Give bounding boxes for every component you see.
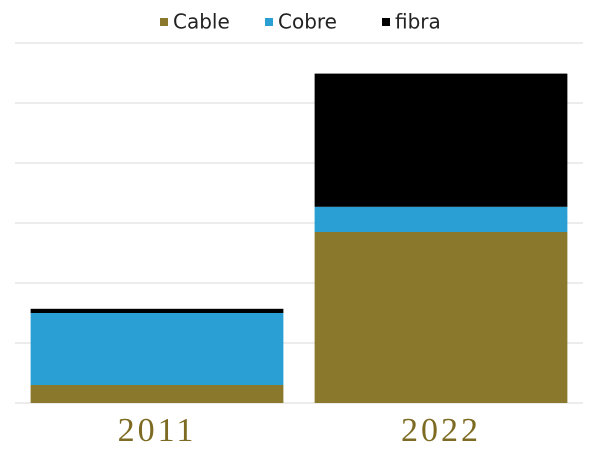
bar-segment <box>30 308 284 313</box>
bar-segment <box>30 385 284 403</box>
bar-segment <box>314 232 568 403</box>
legend-label: Cobre <box>278 10 337 34</box>
bar-segment <box>30 313 284 385</box>
legend-label: fibra <box>395 10 441 34</box>
legend-marker <box>382 18 390 26</box>
x-tick-label: 2022 <box>401 412 481 449</box>
bar-segment <box>314 73 568 207</box>
legend-marker <box>265 18 273 26</box>
bar-segment <box>314 206 568 232</box>
x-tick-label: 2011 <box>118 412 197 449</box>
legend-label: Cable <box>173 10 230 34</box>
legend-marker <box>160 18 168 26</box>
